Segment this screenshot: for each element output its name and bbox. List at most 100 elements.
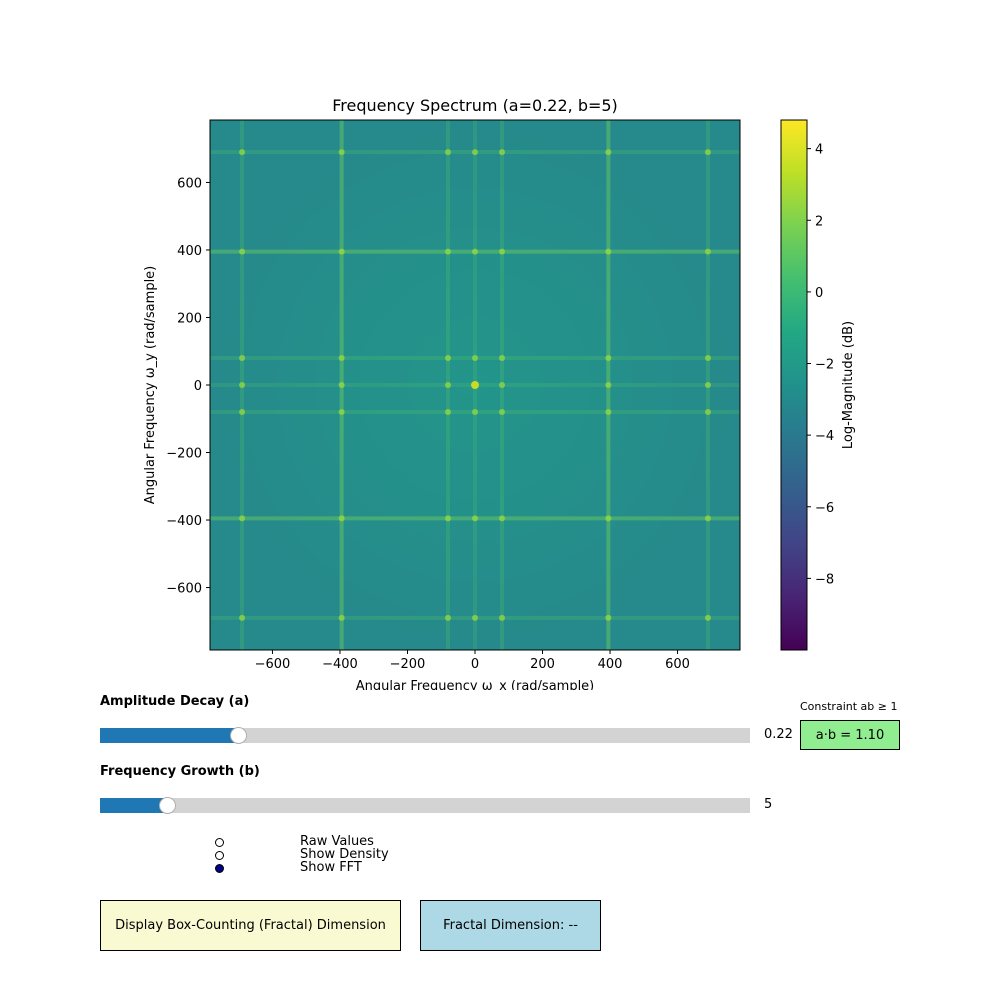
- amplitude-slider[interactable]: [100, 727, 750, 744]
- frequency-slider[interactable]: [100, 797, 750, 814]
- spectral-peak: [499, 149, 506, 156]
- radio-circle-icon[interactable]: [215, 851, 224, 860]
- radio-label: Show FFT: [300, 860, 362, 875]
- x-tick-label: 600: [665, 657, 690, 672]
- spectral-peak: [239, 354, 246, 361]
- spectral-peak: [499, 614, 506, 621]
- spectral-peak: [239, 409, 246, 416]
- spectral-peak: [239, 515, 246, 522]
- spectral-peak: [704, 354, 711, 361]
- spectral-peak: [444, 149, 451, 156]
- spectral-peak: [444, 382, 451, 388]
- y-axis-label: Angular Frequency ω_y (rad/sample): [143, 266, 158, 505]
- colorbar-ticks: −8 −6 −4 −2 0 2 4: [807, 143, 834, 587]
- spectral-peak: [605, 409, 612, 416]
- spectral-peak: [605, 149, 612, 156]
- amplitude-slider-label: Amplitude Decay (a): [100, 694, 250, 709]
- frequency-slider-fill: [100, 798, 167, 813]
- spectral-peak: [338, 382, 345, 388]
- spectral-peak: [499, 515, 506, 522]
- spectral-peak: [338, 354, 345, 361]
- spectral-peak: [605, 515, 612, 522]
- x-tick-label: −400: [322, 657, 358, 672]
- spectral-peak: [704, 614, 711, 621]
- spectral-peak: [499, 409, 506, 416]
- spectral-peak: [472, 248, 478, 255]
- spectral-peak: [605, 354, 612, 361]
- spectral-peak: [704, 248, 711, 255]
- frequency-slider-label: Frequency Growth (b): [100, 764, 260, 779]
- spectral-peak: [239, 382, 246, 388]
- radio-label: Show Density: [300, 847, 389, 862]
- amplitude-slider-handle[interactable]: [230, 727, 247, 744]
- x-tick-label: 400: [598, 657, 623, 672]
- colorbar-tick-label: −2: [815, 358, 834, 373]
- y-axis-ticks: −600 −400 −200 0 200 400 600: [166, 176, 210, 597]
- spectral-peak: [704, 149, 711, 156]
- spectral-peak: [472, 409, 478, 416]
- y-tick-label: 0: [194, 379, 202, 394]
- y-tick-label: 200: [177, 311, 202, 326]
- x-axis-ticks: −600 −400 −200 0 200 400 600: [255, 650, 690, 672]
- spectral-peak: [338, 248, 345, 255]
- spectral-peak: [239, 248, 246, 255]
- amplitude-value: 0.22: [764, 727, 793, 742]
- y-tick-label: 400: [177, 244, 202, 259]
- x-tick-label: 200: [530, 657, 555, 672]
- spectral-peak: [444, 614, 451, 621]
- spectral-peak: [444, 409, 451, 416]
- spectral-peak: [239, 149, 246, 156]
- colorbar-tick-label: −6: [815, 501, 834, 516]
- colorbar-tick-label: −8: [815, 572, 834, 587]
- heatmap-image: [210, 120, 740, 650]
- spectral-peak: [338, 149, 345, 156]
- spectral-peak: [338, 614, 345, 621]
- spectral-peak: [444, 248, 451, 255]
- spectral-peak: [605, 382, 612, 388]
- spectral-peak: [605, 248, 612, 255]
- fractal-dimension-button[interactable]: Display Box-Counting (Fractal) Dimension: [100, 900, 401, 951]
- spectrum-figure: Frequency Spectrum (a=0.22, b=5) −600 −40…: [143, 96, 856, 690]
- radio-circle-icon[interactable]: [215, 864, 224, 873]
- amplitude-slider-fill: [100, 728, 238, 743]
- spectral-peak: [472, 614, 478, 621]
- spectral-peak: [239, 614, 246, 621]
- colorbar-tick-label: 2: [815, 214, 823, 229]
- frequency-slider-handle[interactable]: [159, 797, 176, 814]
- spectral-peak: [704, 382, 711, 388]
- spectral-peak: [704, 515, 711, 522]
- spectral-peak: [472, 149, 478, 156]
- colorbar-tick-label: −4: [815, 429, 834, 444]
- y-tick-label: −400: [166, 514, 202, 529]
- constraint-indicator: a·b = 1.10: [800, 720, 900, 750]
- spectral-peak: [499, 382, 506, 388]
- frequency-value: 5: [764, 797, 773, 812]
- spectral-peak-dc: [471, 381, 479, 389]
- y-tick-label: 600: [177, 176, 202, 191]
- colorbar: [780, 119, 808, 651]
- spectral-peak: [338, 515, 345, 522]
- spectral-peak: [472, 515, 478, 522]
- spectral-peak: [499, 354, 506, 361]
- x-axis-label: Angular Frequency ω_x (rad/sample): [356, 679, 595, 690]
- radio-circle-icon[interactable]: [215, 838, 224, 847]
- radio-label: Raw Values: [300, 834, 374, 849]
- x-tick-label: −200: [390, 657, 426, 672]
- spectral-peak: [472, 354, 478, 361]
- chart-title: Frequency Spectrum (a=0.22, b=5): [332, 96, 618, 115]
- colorbar-label: Log-Magnitude (dB): [841, 321, 856, 449]
- spectral-peak: [704, 409, 711, 416]
- spectral-peak: [338, 409, 345, 416]
- spectral-peak: [444, 515, 451, 522]
- colorbar-tick-label: 4: [815, 143, 823, 158]
- y-tick-label: −200: [166, 447, 202, 462]
- spectral-peak: [605, 614, 612, 621]
- y-tick-label: −600: [166, 582, 202, 597]
- x-tick-label: 0: [471, 657, 479, 672]
- spectral-peak: [499, 248, 506, 255]
- constraint-caption: Constraint ab ≥ 1: [800, 700, 898, 713]
- colorbar-tick-label: 0: [815, 286, 823, 301]
- x-tick-label: −600: [255, 657, 291, 672]
- spectral-peaks: [239, 149, 711, 621]
- fractal-dimension-result: Fractal Dimension: --: [420, 900, 601, 951]
